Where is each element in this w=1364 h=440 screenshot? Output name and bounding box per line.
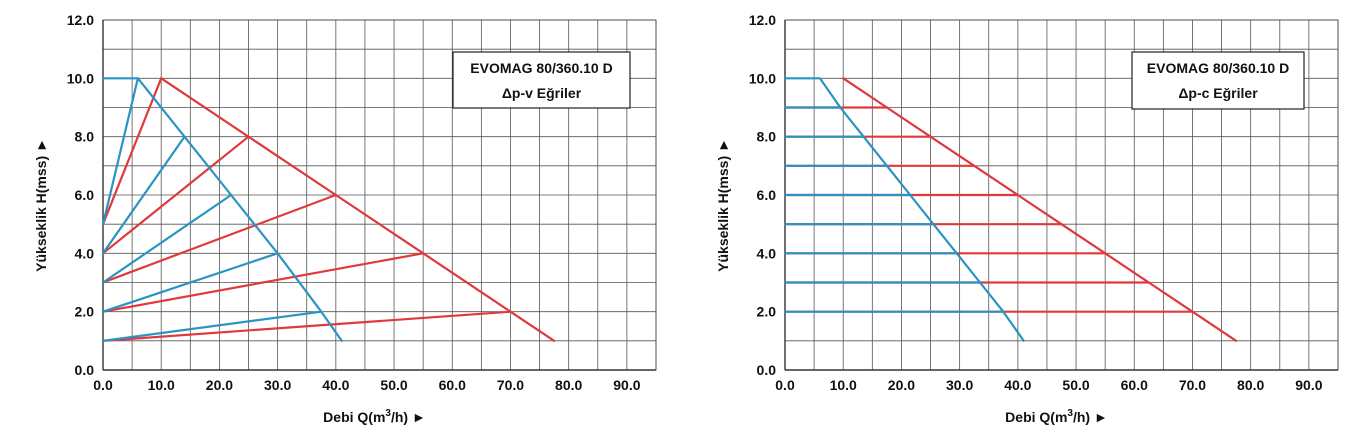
dpv-y-tick-label: 0.0 xyxy=(75,362,95,378)
dpv-curve-red xyxy=(160,77,556,342)
dpv-y-tick-label: 12.0 xyxy=(67,12,94,28)
dpv-curve-red xyxy=(101,77,163,226)
dpv-curve-blue xyxy=(101,310,323,342)
dpv-legend-box xyxy=(452,51,631,109)
dpv-y-axis-title: Yükseklik H(mss) ► xyxy=(33,138,49,272)
dpv-y-tick-label: 10.0 xyxy=(67,70,94,86)
dpc-y-tick-label: 12.0 xyxy=(749,12,776,28)
dpc-x-tick-label: 70.0 xyxy=(1179,377,1206,393)
dpc-curve-red xyxy=(842,77,1238,342)
dpc-y-tick-label: 2.0 xyxy=(757,304,777,320)
dpv-plot-border xyxy=(102,19,657,371)
dpv-x-tick-label: 0.0 xyxy=(93,377,113,393)
dpc-legend-box xyxy=(1131,51,1305,110)
dpc-x-tick-label: 0.0 xyxy=(775,377,795,393)
dpv-x-tick-label: 30.0 xyxy=(264,377,291,393)
dpv-curve-blue xyxy=(101,193,233,284)
dpc-x-axis-title: Debi Q(m3/h) ► xyxy=(1005,408,1108,425)
dpv-x-tick-label: 40.0 xyxy=(322,377,349,393)
dpv-curve-red xyxy=(101,252,425,313)
dpc-y-tick-label: 0.0 xyxy=(757,362,777,378)
dpv-curve-red xyxy=(101,310,512,342)
dpc-x-tick-label: 80.0 xyxy=(1237,377,1264,393)
dpv-x-tick-label: 60.0 xyxy=(439,377,466,393)
dpv-curve-red xyxy=(101,135,250,255)
dpv-y-tick-label: 2.0 xyxy=(75,304,95,320)
dpv-legend-title: EVOMAG 80/360.10 D xyxy=(470,60,612,76)
dpc-y-tick-label: 6.0 xyxy=(757,187,777,203)
dpc-curve-blue xyxy=(783,77,1025,342)
dpv-curve-red xyxy=(101,193,337,284)
dpc-x-tick-label: 60.0 xyxy=(1121,377,1148,393)
dpc-x-tick-label: 90.0 xyxy=(1295,377,1322,393)
chart-dp-c: 0.0 10.0 20.0 30.0 40.0 50.0 60.0 70.0 80.0 90.0 0… xyxy=(682,0,1364,440)
chart-dp-v: 0.0 10.0 20.0 30.0 40.0 50.0 60.0 70.0 80.0 90.0 0… xyxy=(33,12,657,425)
dpv-curve-blue xyxy=(101,252,279,313)
dpv-y-tick-label: 6.0 xyxy=(75,187,95,203)
dpv-x-tick-label: 50.0 xyxy=(380,377,407,393)
dpv-legend-subtitle: Δp-v Eğriler xyxy=(502,85,582,101)
dpc-y-tick-label: 10.0 xyxy=(749,70,776,86)
dpv-y-tick-label: 4.0 xyxy=(75,245,95,261)
dpc-legend-title: EVOMAG 80/360.10 D xyxy=(1147,60,1289,76)
dpc-x-tick-label: 30.0 xyxy=(946,377,973,393)
chart-dp-v-svg: 0.0 10.0 20.0 30.0 40.0 50.0 60.0 70.0 80.0 90.0 0… xyxy=(33,12,657,425)
dpc-x-tick-label: 50.0 xyxy=(1062,377,1089,393)
dpv-x-tick-label: 10.0 xyxy=(148,377,175,393)
chart-dp-c-svg: 0.0 10.0 20.0 30.0 40.0 50.0 60.0 70.0 80.0 90.0 0… xyxy=(715,12,1339,425)
dpc-legend-subtitle: Δp-c Eğriler xyxy=(1178,85,1258,101)
dpv-x-axis-title: Debi Q(m3/h) ► xyxy=(323,408,426,425)
dpc-y-axis-title: Yükseklik H(mss) ► xyxy=(715,138,731,272)
dpc-x-tick-label: 10.0 xyxy=(830,377,857,393)
dpv-x-tick-label: 70.0 xyxy=(497,377,524,393)
dpv-curve-blue xyxy=(101,77,139,226)
dpc-y-tick-label: 4.0 xyxy=(757,245,777,261)
dpv-x-tick-label: 20.0 xyxy=(206,377,233,393)
dpv-y-tick-label: 8.0 xyxy=(75,129,95,145)
dpv-curve-blue xyxy=(101,135,186,255)
dpc-x-tick-label: 20.0 xyxy=(888,377,915,393)
dpv-curve-blue xyxy=(101,77,343,342)
dpc-y-tick-label: 8.0 xyxy=(757,129,777,145)
dpv-x-tick-label: 90.0 xyxy=(613,377,640,393)
dpv-x-tick-label: 80.0 xyxy=(555,377,582,393)
dpc-x-tick-label: 40.0 xyxy=(1004,377,1031,393)
